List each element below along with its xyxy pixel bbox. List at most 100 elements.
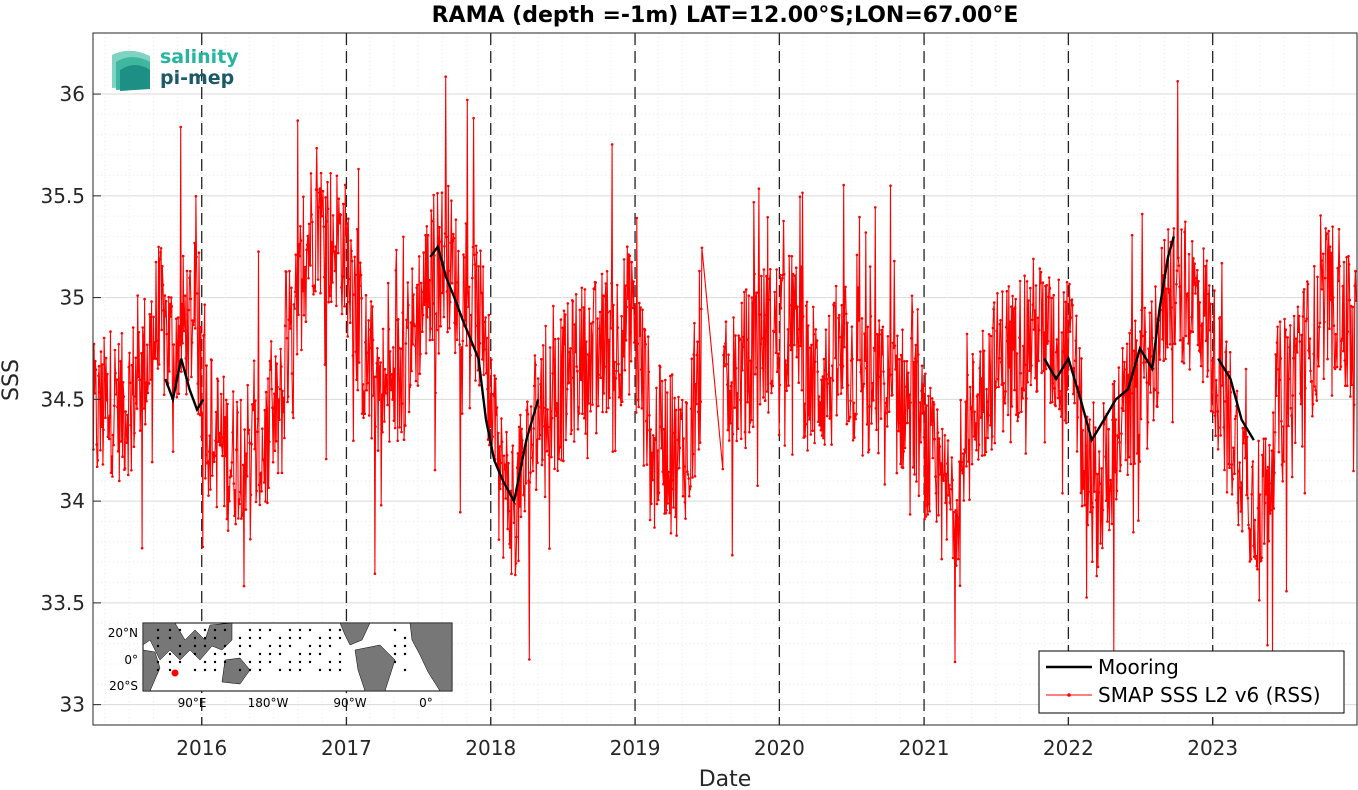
smap-point xyxy=(1120,432,1123,435)
smap-point xyxy=(1323,276,1327,280)
smap-point xyxy=(1097,491,1100,494)
smap-point xyxy=(541,344,545,347)
smap-point xyxy=(982,349,986,353)
smap-point xyxy=(517,559,520,563)
smap-point xyxy=(1051,400,1054,404)
smap-point xyxy=(328,294,332,298)
smap-point xyxy=(882,382,886,385)
smap-point xyxy=(269,368,272,372)
smap-point xyxy=(1336,266,1339,270)
smap-point xyxy=(1116,434,1119,437)
smap-point xyxy=(877,319,881,322)
smap-point xyxy=(1047,295,1050,299)
smap-point xyxy=(435,312,438,316)
smap-point xyxy=(830,443,833,446)
smap-point xyxy=(955,499,959,502)
smap-point xyxy=(1354,269,1357,273)
smap-point xyxy=(732,354,736,357)
smap-point xyxy=(152,315,155,319)
smap-point xyxy=(445,235,448,239)
smap-point xyxy=(110,455,113,458)
smap-point xyxy=(361,383,365,386)
smap-point xyxy=(1171,420,1174,424)
smap-point xyxy=(108,414,112,417)
smap-point xyxy=(135,402,138,405)
x-tick-label: 2016 xyxy=(176,736,227,760)
smap-point xyxy=(421,330,424,334)
smap-point xyxy=(772,330,776,334)
smap-point xyxy=(305,243,309,247)
smap-point xyxy=(975,448,978,452)
smap-point xyxy=(947,494,950,497)
smap-point xyxy=(1184,220,1187,224)
smap-point xyxy=(725,362,728,366)
smap-point xyxy=(991,326,995,330)
smap-point xyxy=(1206,369,1210,372)
smap-point xyxy=(235,400,239,404)
smap-point xyxy=(970,405,973,409)
smap-point xyxy=(273,392,276,396)
inset-mooring-dot xyxy=(193,668,197,672)
mooring-series-line xyxy=(1043,236,1176,444)
smap-point xyxy=(481,358,484,361)
smap-point xyxy=(1003,402,1007,405)
smap-point xyxy=(207,450,211,453)
smap-point xyxy=(121,455,124,459)
smap-point xyxy=(1247,523,1250,527)
smap-point xyxy=(609,327,613,330)
smap-point xyxy=(544,324,547,328)
smap-point xyxy=(444,75,448,78)
y-tick-label: 35.5 xyxy=(40,184,85,208)
smap-point xyxy=(1230,493,1234,496)
smap-point xyxy=(157,363,161,366)
smap-point xyxy=(379,361,382,364)
smap-point xyxy=(970,462,974,466)
smap-point xyxy=(817,420,820,424)
x-tick-label: 2022 xyxy=(1043,736,1094,760)
inset-mooring-dot xyxy=(178,628,182,632)
smap-point xyxy=(366,351,370,355)
smap-point xyxy=(1268,443,1271,447)
smap-point xyxy=(236,411,239,414)
smap-point xyxy=(1018,279,1022,283)
smap-point xyxy=(262,481,266,484)
smap-point xyxy=(620,400,624,404)
smap-point xyxy=(924,372,927,376)
inset-land-australia xyxy=(221,657,251,685)
smap-point xyxy=(428,338,432,342)
smap-point xyxy=(324,457,328,461)
smap-point xyxy=(148,312,151,316)
smap-point xyxy=(219,443,222,446)
smap-point xyxy=(995,329,998,333)
smap-point xyxy=(410,369,413,373)
inset-mooring-dot xyxy=(168,636,172,640)
smap-point xyxy=(300,348,303,352)
smap-point xyxy=(433,254,436,257)
smap-point xyxy=(1337,227,1341,231)
smap-point xyxy=(478,384,481,387)
smap-point xyxy=(186,349,189,353)
smap-point xyxy=(238,490,242,494)
smap-point xyxy=(1295,351,1299,354)
smap-point xyxy=(997,385,1000,389)
inset-mooring-dot xyxy=(168,652,172,656)
smap-point xyxy=(429,209,433,212)
smap-point xyxy=(546,425,550,429)
smap-point xyxy=(431,302,435,305)
smap-point xyxy=(774,313,777,317)
inset-mooring-dot xyxy=(223,628,227,632)
smap-point xyxy=(798,327,801,331)
smap-point xyxy=(805,300,809,304)
smap-point xyxy=(903,446,907,450)
smap-point xyxy=(540,357,543,361)
smap-point xyxy=(619,403,623,407)
inset-mooring-dot xyxy=(338,628,342,632)
smap-point xyxy=(447,269,451,273)
smap-point xyxy=(875,428,878,432)
smap-point xyxy=(1073,359,1077,363)
smap-point xyxy=(836,393,840,396)
smap-point xyxy=(1242,441,1245,445)
smap-point xyxy=(230,461,234,464)
smap-point xyxy=(1185,294,1189,298)
smap-point xyxy=(380,393,384,397)
